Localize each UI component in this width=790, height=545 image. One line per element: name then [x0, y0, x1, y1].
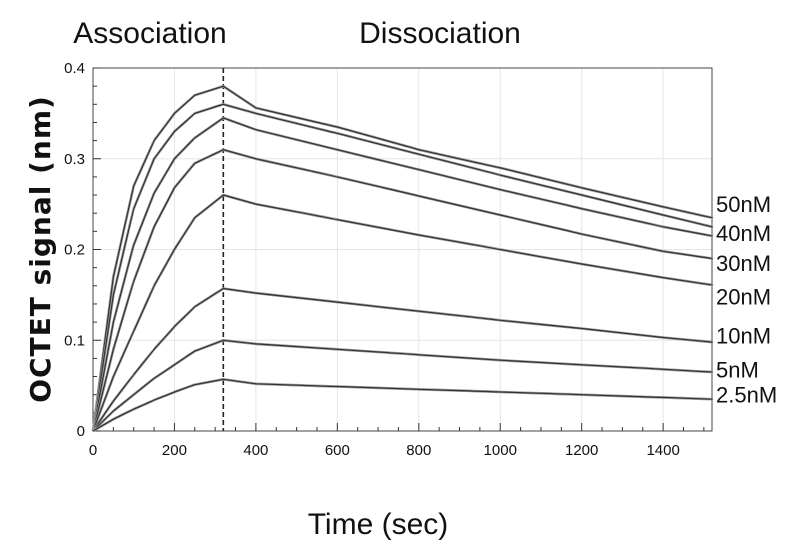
- concentration-label: 50nM: [716, 192, 771, 217]
- series-fit-line: [91, 116, 714, 432]
- x-axis: 0 200 400 600 800 1000 1200 1400: [89, 423, 705, 459]
- x-axis-title: Time (sec): [308, 508, 449, 541]
- y-axis: 0 0.1 0.2 0.3 0.4: [64, 60, 101, 440]
- series-fit-line: [91, 102, 714, 432]
- x-tick-label: 200: [162, 442, 187, 459]
- x-tick-label: 400: [243, 442, 268, 459]
- series-line-10nM: [92, 194, 713, 432]
- x-tick-label: 600: [325, 442, 350, 459]
- series-line-50nM: [92, 85, 713, 432]
- y-tick-label: 0.4: [64, 60, 85, 77]
- x-tick-label: 1400: [646, 442, 679, 459]
- series-line-2.5nM: [92, 339, 713, 432]
- y-tick-label: 0: [77, 423, 85, 440]
- association-label: Association: [73, 17, 226, 50]
- x-tick-label: 800: [406, 442, 431, 459]
- series-fit-line: [91, 84, 714, 432]
- concentration-label: 40nM: [716, 221, 771, 246]
- y-axis-title: OCTET signal (nm): [24, 95, 57, 403]
- x-tick-label: 1200: [565, 442, 598, 459]
- y-tick-label: 0.2: [64, 242, 85, 259]
- concentration-label: 5nM: [716, 357, 759, 382]
- dissociation-label: Dissociation: [359, 17, 521, 50]
- concentration-label: 10nM: [716, 324, 771, 349]
- series-line-30nM: [92, 117, 713, 432]
- series-line-40nM: [92, 103, 713, 432]
- series-line-20nM: [92, 149, 713, 432]
- series-line-trace-7: [92, 378, 713, 432]
- y-tick-label: 0.1: [64, 332, 85, 349]
- x-tick-label: 1000: [484, 442, 517, 459]
- series-group: [91, 84, 714, 433]
- concentration-label: 30nM: [716, 251, 771, 276]
- concentration-label: 20nM: [716, 285, 771, 310]
- series-fit-line: [92, 378, 714, 433]
- concentration-label: 2.5nM: [716, 383, 777, 408]
- series-line-5nM: [92, 287, 713, 432]
- x-tick-label: 0: [89, 442, 97, 459]
- y-tick-label: 0.3: [64, 151, 85, 168]
